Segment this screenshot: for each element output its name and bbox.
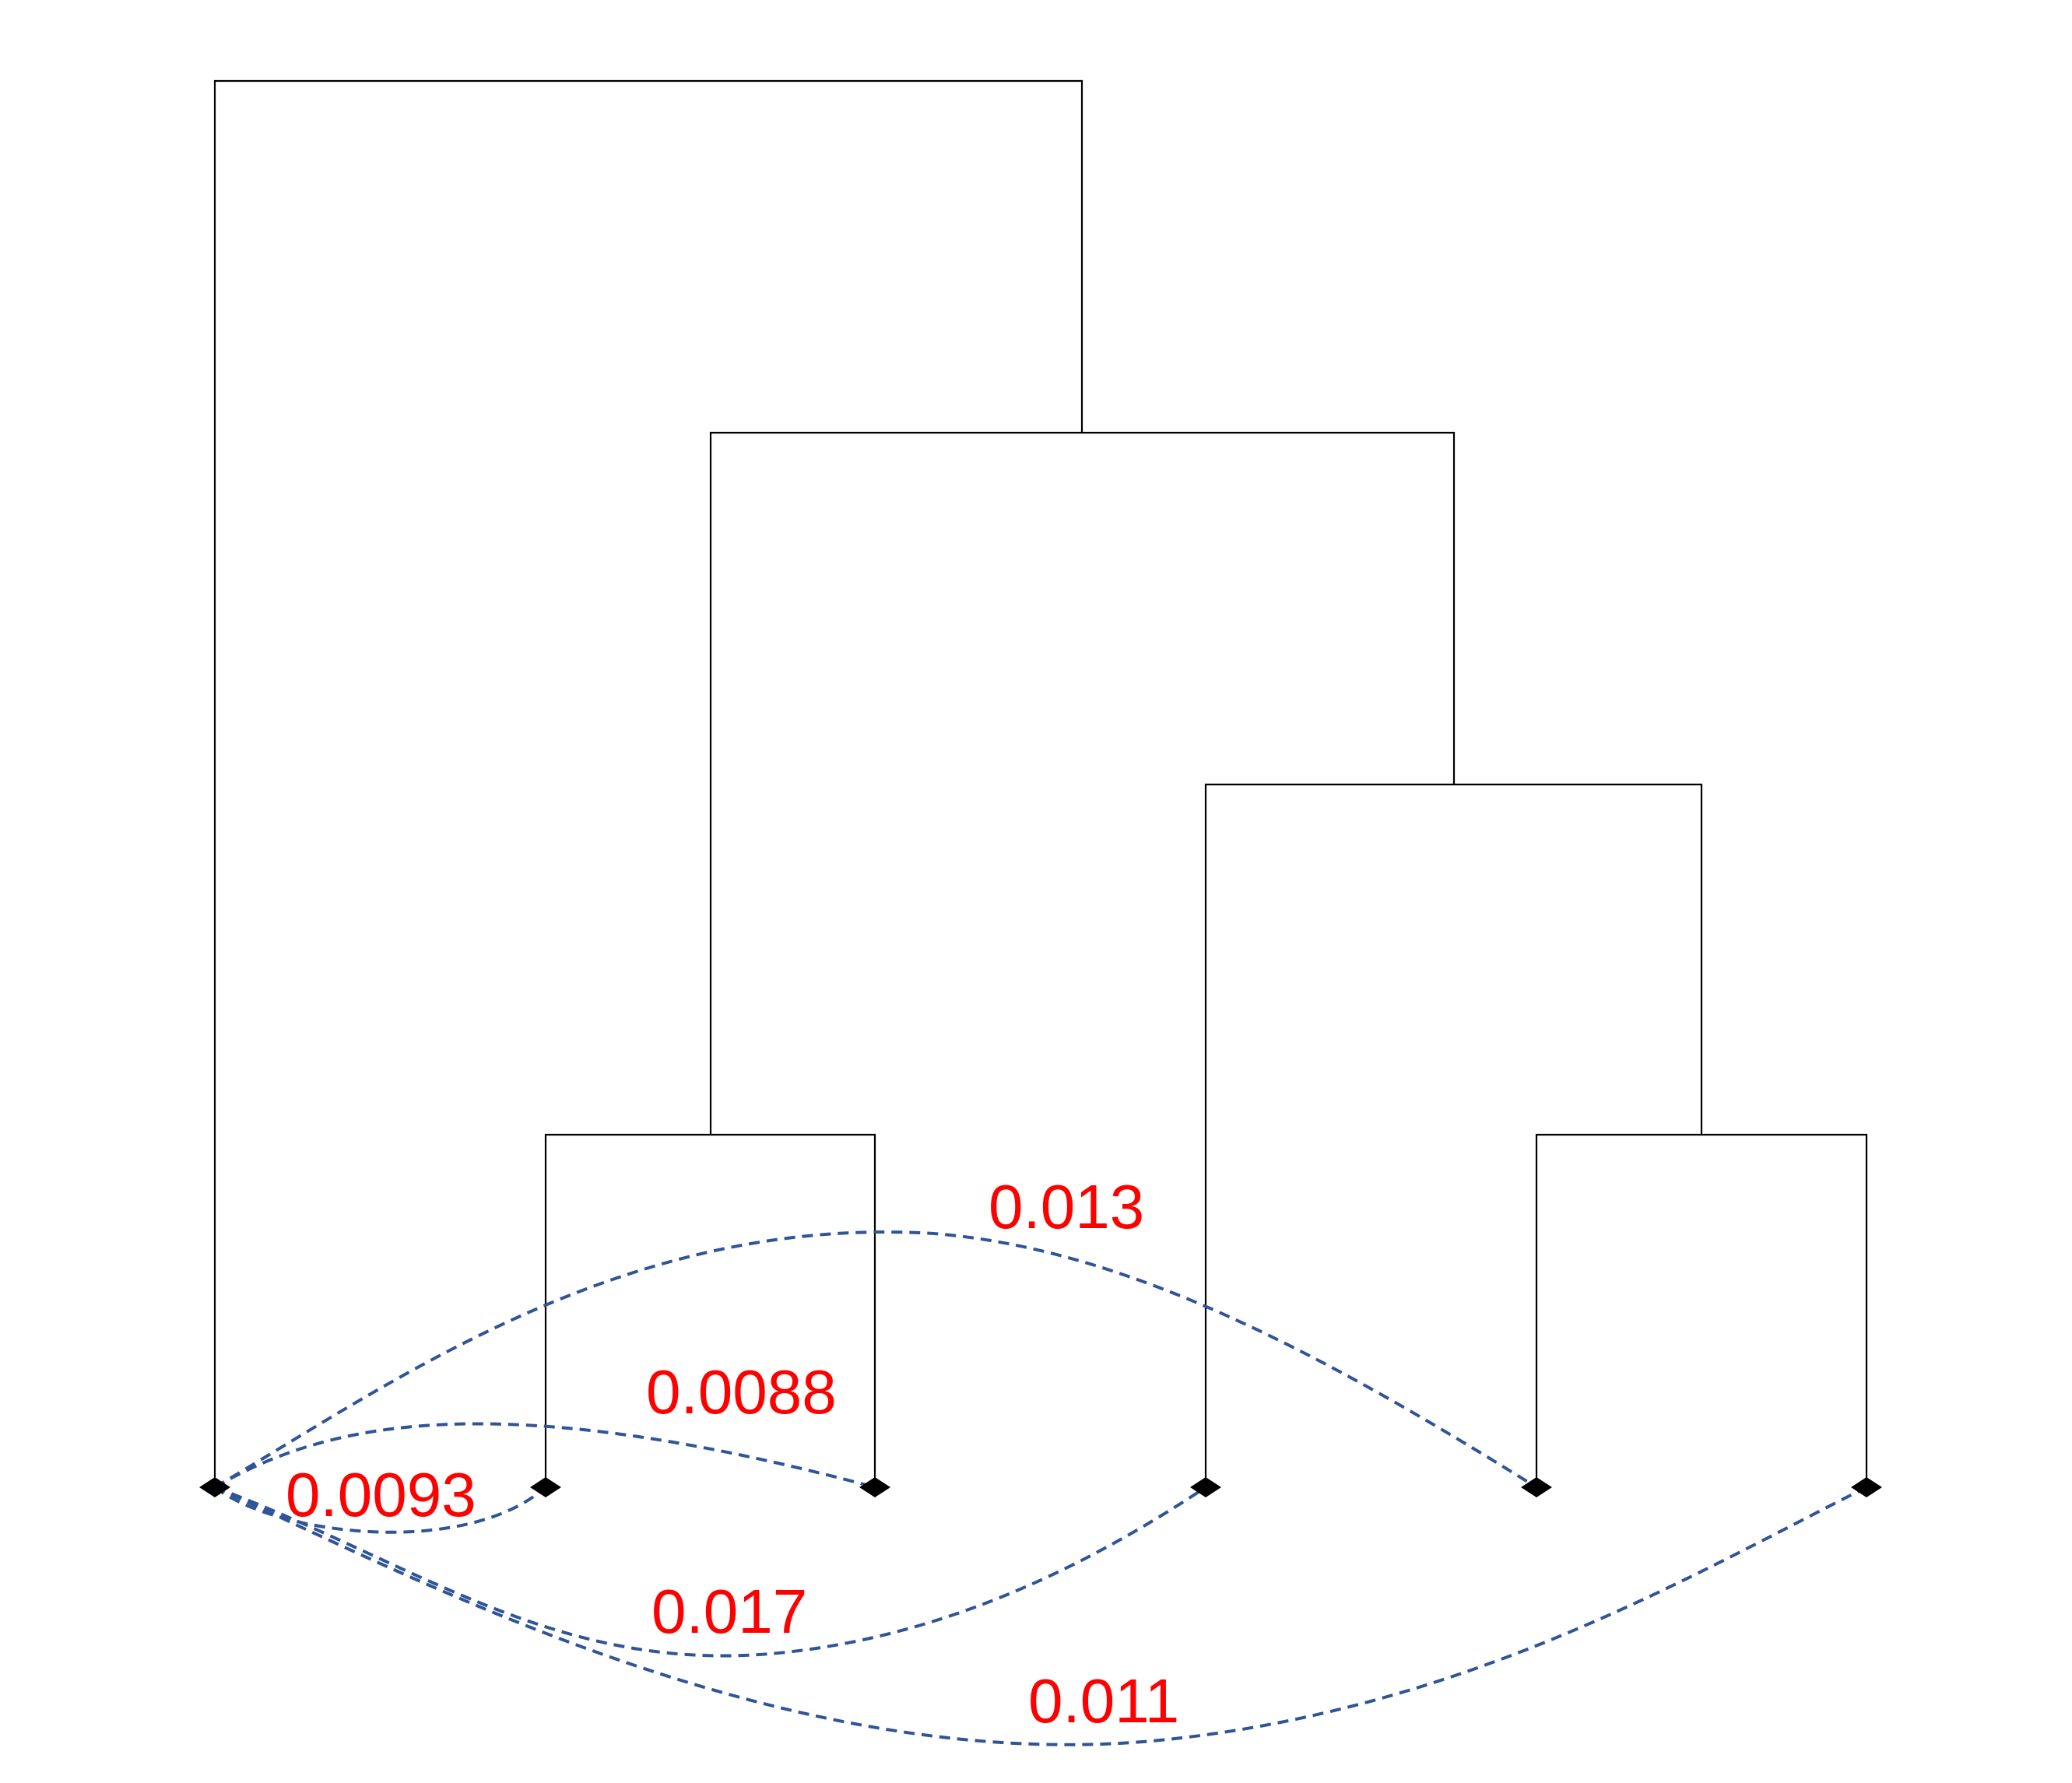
leaf-markers <box>199 1477 1882 1497</box>
leaf-marker-6 <box>1851 1477 1882 1497</box>
arc-leaf-1-to-leaf-6 <box>214 1486 1867 1746</box>
connection-labels: 0.0093 0.0088 0.013 0.017 0.011 <box>286 1172 1179 1736</box>
label-leaf-1-to-leaf-2: 0.0093 <box>286 1460 476 1529</box>
branch-leaf-5-6 <box>1535 1133 1868 1487</box>
label-leaf-1-to-leaf-4: 0.017 <box>651 1577 807 1646</box>
arc-leaf-1-to-leaf-5 <box>213 1230 1538 1489</box>
label-leaf-1-to-leaf-6: 0.011 <box>1028 1666 1179 1736</box>
leaf-marker-2 <box>530 1477 561 1497</box>
leaf-marker-1 <box>199 1477 230 1497</box>
leaf-marker-5 <box>1521 1477 1552 1497</box>
label-leaf-1-to-leaf-3: 0.0088 <box>646 1357 837 1427</box>
connection-arcs <box>213 1230 1867 1746</box>
label-leaf-1-to-leaf-5: 0.013 <box>989 1172 1144 1241</box>
arc-leaf-1-to-leaf-2 <box>213 1486 547 1534</box>
branch-leaf-2-3 <box>544 1133 876 1487</box>
leaf-marker-3 <box>859 1477 890 1497</box>
arc-leaf-1-to-leaf-4 <box>214 1486 1207 1658</box>
branch-leaf-4-56 <box>1204 783 1703 1487</box>
arc-leaf-1-to-leaf-3 <box>214 1422 876 1489</box>
dendrogram-tree <box>213 79 1868 1487</box>
branch-root <box>213 79 1083 1487</box>
leaf-marker-4 <box>1190 1477 1221 1497</box>
